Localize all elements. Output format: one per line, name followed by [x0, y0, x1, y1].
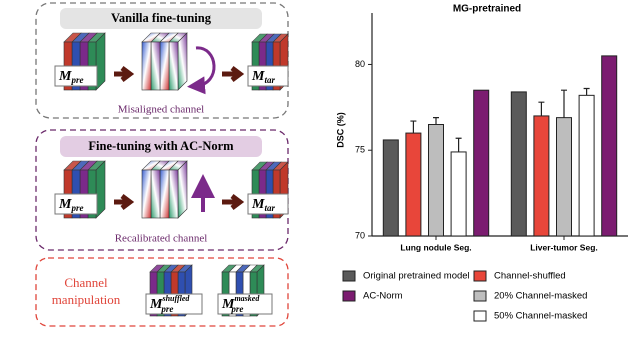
model-label: Mpre [58, 197, 83, 213]
label-box [217, 293, 273, 315]
label-sub: tar [264, 75, 275, 85]
bar [533, 115, 550, 237]
x-tick-label: Liver-tumor Seg. [530, 242, 598, 252]
error-bar [410, 120, 417, 134]
label-sub: tar [264, 203, 275, 213]
legend-label: Original pretrained model [363, 271, 470, 282]
error-bar [538, 101, 545, 116]
legend-label: 50% Channel-masked [494, 311, 587, 322]
model-label: Mshuffled pre [149, 294, 190, 314]
y-tick-label: 70 [355, 230, 365, 240]
section-title: manipulation [52, 292, 121, 307]
label-sub: pre [70, 75, 83, 85]
title-box [60, 8, 262, 29]
slab [168, 169, 179, 219]
label-box [247, 193, 289, 215]
diagram: Vanilla fine-tuning Fine-tuning with AC-… [35, 2, 289, 327]
legend-label: Channel-shuffled [494, 271, 566, 282]
slab [159, 169, 170, 219]
legend-swatch [342, 270, 356, 282]
section-title: Channel [64, 275, 108, 290]
slab-side [177, 32, 188, 91]
legend-swatch [473, 270, 487, 282]
model-label: Mtar [251, 69, 275, 85]
y-tick-label: 80 [355, 59, 365, 69]
error-bar [561, 89, 567, 118]
label-base: M [221, 297, 235, 312]
curved-arrow [187, 46, 216, 95]
bar [510, 91, 527, 237]
label-sup: masked [234, 294, 260, 303]
bar [428, 124, 444, 237]
slab [150, 169, 161, 219]
label-box [145, 293, 203, 315]
bar [601, 55, 618, 237]
caption: Recalibrated channel [115, 233, 208, 245]
caption: Misaligned channel [118, 104, 204, 116]
arrow [222, 194, 245, 210]
error-bar [455, 137, 462, 152]
label-sup: shuffled [161, 294, 190, 303]
legend-swatch [342, 290, 356, 302]
x-tick-label: Lung nodule Seg. [400, 242, 471, 252]
slab-side [177, 160, 188, 219]
legend-swatch [473, 310, 487, 322]
label-box [54, 193, 98, 215]
legend-swatch [473, 290, 487, 302]
panel-frame [35, 2, 289, 119]
slab [141, 169, 152, 219]
chart-title: MG-pretrained [453, 4, 521, 15]
slab [141, 41, 152, 91]
y-tick-label: 75 [355, 145, 365, 155]
bar [556, 117, 572, 237]
slab [168, 41, 179, 91]
label-sub: pre [160, 304, 173, 314]
model-label: Mmasked pre [221, 294, 260, 314]
panel-title: Vanilla fine-tuning [111, 11, 212, 25]
bar [473, 89, 490, 237]
arrow [114, 66, 135, 82]
legend-label: 20% Channel-masked [494, 291, 587, 302]
bar [382, 139, 399, 237]
bar [405, 132, 422, 237]
label-base: M [149, 297, 163, 312]
label-sub: pre [70, 203, 83, 213]
arrow [114, 194, 135, 210]
bar [578, 94, 595, 237]
chart: MG-pretrained DSC (%) 70 75 80 Lung nodule … [335, 4, 628, 322]
panel-frame [35, 257, 289, 327]
legend-label: AC-Norm [363, 291, 403, 302]
label-base: M [251, 197, 265, 212]
title-box [60, 136, 262, 157]
label-sub: pre [230, 304, 243, 314]
slab [150, 41, 161, 91]
model-label: Mpre [58, 69, 83, 85]
model-label: Mtar [251, 197, 275, 213]
label-base: M [251, 69, 265, 84]
arrow [222, 66, 245, 82]
bar [450, 151, 467, 237]
label-box [54, 65, 98, 87]
label-box [247, 65, 289, 87]
label-base: M [58, 197, 72, 212]
slab [159, 41, 170, 91]
y-axis-label: DSC (%) [335, 112, 345, 148]
error-bar [583, 87, 590, 96]
error-bar [433, 117, 439, 125]
panel-title: Fine-tuning with AC-Norm [88, 139, 234, 153]
label-base: M [58, 69, 72, 84]
